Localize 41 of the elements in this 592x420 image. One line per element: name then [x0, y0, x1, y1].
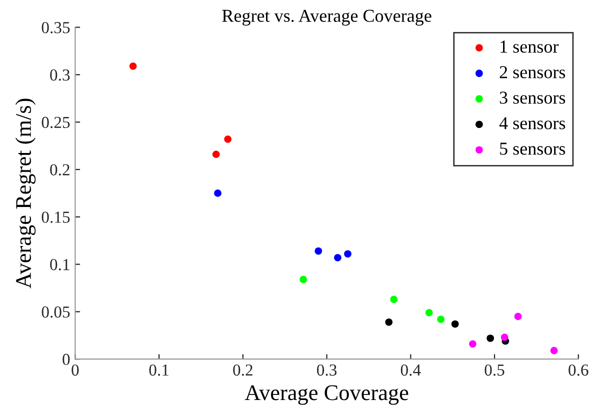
point [425, 308, 433, 316]
y-tick-label: 0.3 [50, 69, 70, 81]
legend-label: 2 sensors [500, 66, 566, 78]
y-tick-label: 0.1 [50, 259, 70, 270]
point [344, 250, 352, 258]
legend-label: 3 sensors [500, 92, 566, 104]
point [224, 135, 232, 143]
point [300, 276, 307, 284]
point [486, 334, 494, 342]
y-tick-label: 0.05 [42, 306, 70, 318]
point [500, 334, 508, 341]
point [469, 340, 476, 348]
y-tick-label: 0.35 [42, 22, 70, 34]
x-tick-label: 0.5 [484, 364, 504, 376]
x-tick-label: 0.6 [568, 364, 588, 376]
y-axis-title: Average Regret (m/s) [15, 98, 36, 288]
y-tick-label: 0 [62, 354, 70, 366]
point [212, 150, 220, 158]
point [451, 320, 459, 328]
y-tick-label: 0.25 [42, 116, 70, 128]
x-tick-label: 0 [72, 364, 79, 376]
x-tick-label: 0.4 [400, 364, 421, 376]
point [129, 62, 137, 70]
y-tick-label: 0.2 [50, 164, 70, 176]
legend-label: 1 sensor [500, 40, 559, 53]
x-tick-label: 0.3 [317, 364, 337, 376]
x-tick-label: 0.1 [149, 364, 168, 376]
legend-label: 4 sensors [499, 117, 566, 130]
point [514, 312, 522, 320]
chart-title: Regret vs. Average Coverage [222, 10, 432, 26]
point [437, 316, 445, 323]
point [385, 318, 393, 326]
point [314, 247, 322, 255]
point [214, 190, 222, 197]
point [334, 254, 342, 262]
x-axis-title: Average Coverage [244, 385, 408, 405]
legend-label: 5 sensors [500, 142, 566, 155]
y-tick-label: 0.15 [42, 212, 70, 223]
x-tick-label: 0.2 [233, 364, 252, 376]
point [390, 296, 398, 304]
point [550, 346, 558, 354]
